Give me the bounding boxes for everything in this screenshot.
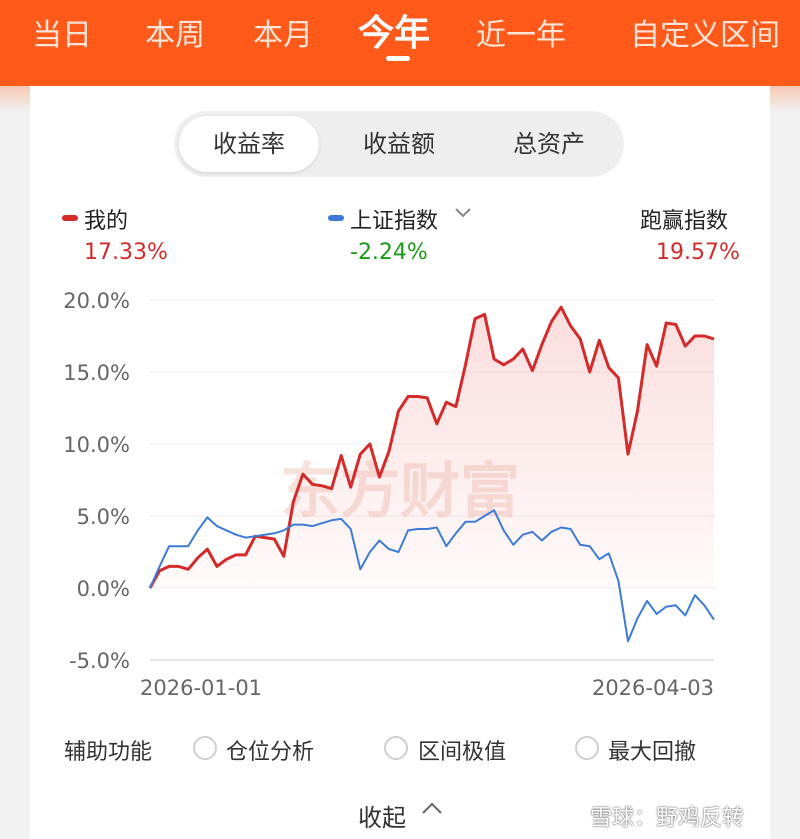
metric-segmented-control: 收益率 收益额 总资产 — [174, 111, 624, 177]
tab-custom-range[interactable]: 自定义区间 — [630, 18, 780, 53]
index-selector[interactable]: 上证指数 — [350, 209, 439, 234]
segment-total-assets[interactable]: 总资产 — [513, 130, 585, 158]
y-tick-label: 15.0% — [63, 361, 130, 385]
xueqiu-watermark: 雪球：野鸡反转 — [590, 806, 745, 831]
mine-legend-label: 我的 — [84, 209, 129, 234]
y-tick-label: -5.0% — [69, 649, 130, 673]
active-tab-indicator — [386, 56, 410, 61]
index-return-value: -2.24% — [350, 240, 428, 265]
max-drawdown-radio[interactable] — [575, 736, 599, 760]
series-line-0 — [148, 305, 715, 589]
y-tick-label: 10.0% — [63, 433, 130, 457]
max-drawdown-label[interactable]: 最大回撤 — [608, 740, 697, 765]
x-tick-label: 2026-04-03 — [592, 676, 714, 700]
range-extremes-label[interactable]: 区间极值 — [418, 740, 507, 765]
y-tick-label: 5.0% — [77, 505, 130, 529]
period-tab-bar: 当日 本周 本月 今年 近一年 自定义区间 — [0, 0, 800, 86]
tab-this-year[interactable]: 今年 — [358, 13, 431, 54]
tab-today[interactable]: 当日 — [32, 18, 92, 53]
mine-return-value: 17.33% — [84, 240, 168, 265]
series-line-1 — [149, 509, 715, 643]
mine-legend-marker — [62, 215, 78, 221]
tab-last-year[interactable]: 近一年 — [476, 18, 566, 53]
y-tick-label: 20.0% — [63, 289, 130, 313]
index-legend-marker — [328, 215, 344, 221]
tab-this-week[interactable]: 本周 — [145, 18, 205, 53]
auxiliary-functions-label: 辅助功能 — [64, 740, 153, 765]
beat-index-label: 跑赢指数 — [640, 209, 729, 234]
chevron-up-icon[interactable] — [420, 800, 444, 816]
range-extremes-radio[interactable] — [384, 736, 408, 760]
y-tick-label: 0.0% — [77, 577, 130, 601]
chevron-down-icon[interactable] — [454, 206, 472, 220]
segment-return-rate[interactable]: 收益率 — [179, 116, 319, 172]
collapse-button[interactable]: 收起 — [358, 804, 406, 832]
tab-this-month[interactable]: 本月 — [253, 18, 313, 53]
beat-index-value: 19.57% — [656, 240, 740, 265]
segment-return-amount[interactable]: 收益额 — [363, 130, 435, 158]
position-analysis-radio[interactable] — [193, 736, 217, 760]
x-tick-label: 2026-01-01 — [140, 676, 262, 700]
position-analysis-label[interactable]: 仓位分析 — [226, 740, 315, 765]
